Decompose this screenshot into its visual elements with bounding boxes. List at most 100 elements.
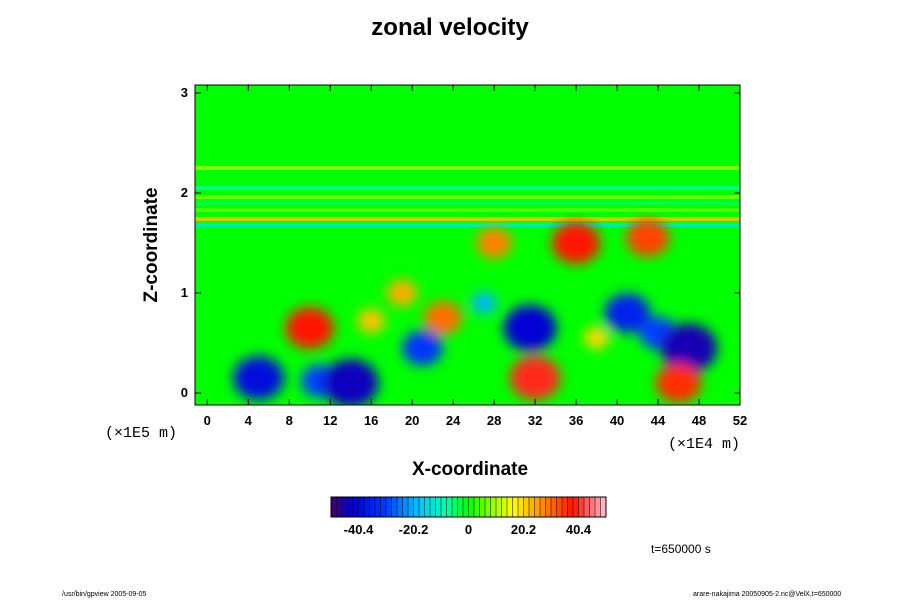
- x-tick-label: 48: [691, 413, 707, 428]
- colorbar-cell: [567, 497, 574, 517]
- x-tick-label: 52: [732, 413, 748, 428]
- band-mark: [195, 195, 740, 199]
- colorbar-cell: [342, 497, 348, 517]
- colorbar-cell: [485, 497, 491, 517]
- colorbar-cell: [347, 497, 354, 517]
- y-scale-label: (×1E5 m): [105, 425, 178, 442]
- colorbar-cell: [353, 497, 359, 517]
- feature-mark: [471, 292, 497, 314]
- x-tick-label: 24: [445, 413, 461, 428]
- feature-mark: [655, 363, 702, 403]
- band-mark: [195, 186, 740, 190]
- colorbar-cell: [512, 497, 519, 517]
- x-tick-label: 12: [322, 413, 338, 428]
- x-tick-label: 4: [244, 413, 252, 428]
- x-tick-label: 36: [568, 413, 584, 428]
- footer-right: arare-nakajima 20050905-2.nc@VelX,t=6500…: [693, 591, 842, 598]
- feature-mark: [509, 356, 561, 400]
- x-tick-label: 28: [486, 413, 502, 428]
- feature-mark: [660, 323, 718, 373]
- horizontal-bands: [195, 166, 740, 227]
- feature-mark: [386, 279, 418, 307]
- colorbar-tick-label: 20.2: [510, 522, 537, 537]
- heatmap-features: [233, 219, 718, 405]
- colorbar-cell: [474, 497, 480, 517]
- colorbar-cell: [408, 497, 414, 517]
- x-tick-label: 20: [404, 413, 420, 428]
- feature-mark: [285, 307, 334, 349]
- plot-frame: [194, 84, 741, 406]
- colorbar-cell: [540, 497, 546, 517]
- x-scale-label: (×1E4 m): [668, 436, 741, 453]
- x-tick-label: 44: [650, 413, 666, 428]
- band-mark: [195, 223, 740, 227]
- colorbar-cell: [562, 497, 568, 517]
- colorbar-frame: [330, 496, 607, 518]
- colorbar-cell: [452, 497, 458, 517]
- feature-mark: [476, 227, 512, 259]
- plot-area: [195, 85, 740, 405]
- colorbar-cell: [375, 497, 381, 517]
- colorbar-cell: [556, 497, 563, 517]
- colorbar-cell: [529, 497, 535, 517]
- colorbar-cell: [573, 497, 579, 517]
- colorbar-cell: [446, 497, 453, 517]
- colorbar: [330, 496, 607, 518]
- band-mark: [195, 208, 740, 212]
- colorbar-cell: [534, 497, 541, 517]
- feature-mark: [503, 304, 557, 352]
- y-tick-label: 0: [180, 385, 188, 400]
- colorbar-cell: [501, 497, 508, 517]
- colorbar-cell: [457, 497, 464, 517]
- x-tick-label: 16: [363, 413, 379, 428]
- x-tick-label: 8: [285, 413, 293, 428]
- colorbar-cell: [441, 497, 447, 517]
- time-label: t=650000 s: [651, 542, 711, 556]
- feature-mark: [626, 219, 670, 257]
- colorbar-tick-label: -20.2: [398, 522, 429, 537]
- colorbar-cell: [468, 497, 475, 517]
- x-axis-ticks: [206, 85, 741, 405]
- colorbar-cell: [595, 497, 601, 517]
- colorbar-cell: [386, 497, 392, 517]
- y-tick-label: 1: [180, 285, 188, 300]
- colorbar-cell: [336, 497, 343, 517]
- y-axis-ticks: [195, 92, 740, 394]
- colorbar-cell: [331, 497, 337, 517]
- colorbar-cell: [518, 497, 524, 517]
- colorbar-cell: [430, 497, 436, 517]
- colorbar-cell: [413, 497, 420, 517]
- colorbar-cell: [391, 497, 398, 517]
- colorbar-cell: [364, 497, 370, 517]
- y-tick-label: 2: [180, 185, 188, 200]
- feature-mark: [322, 358, 379, 405]
- colorbar-cell: [496, 497, 502, 517]
- colorbar-cell: [402, 497, 409, 517]
- colorbar-tick-label: -40.4: [343, 522, 374, 537]
- colorbar-cell: [435, 497, 442, 517]
- colorbar-cell: [380, 497, 387, 517]
- band-mark: [195, 166, 740, 170]
- colorbar-tick-label: 0: [464, 522, 473, 537]
- colorbar-cell: [578, 497, 585, 517]
- x-tick-label: 0: [203, 413, 211, 428]
- colorbar-cell: [479, 497, 486, 517]
- colorbar-cell: [358, 497, 365, 517]
- colorbar-cell: [369, 497, 376, 517]
- band-mark: [195, 217, 740, 221]
- band-mark: [195, 201, 740, 205]
- chart-title: zonal velocity: [371, 14, 529, 41]
- x-axis-label: X-coordinate: [411, 459, 529, 480]
- colorbar-cell: [551, 497, 557, 517]
- colorbar-cell: [397, 497, 403, 517]
- feature-mark: [423, 301, 462, 335]
- feature-mark: [402, 330, 443, 366]
- colorbar-tick-label: 40.4: [565, 522, 592, 537]
- colorbar-cell: [507, 497, 513, 517]
- y-axis-label: Z-coordinate: [141, 187, 162, 303]
- feature-mark: [583, 327, 610, 349]
- feature-mark: [357, 308, 386, 334]
- colorbar-cell: [463, 497, 469, 517]
- feature-mark: [604, 293, 651, 333]
